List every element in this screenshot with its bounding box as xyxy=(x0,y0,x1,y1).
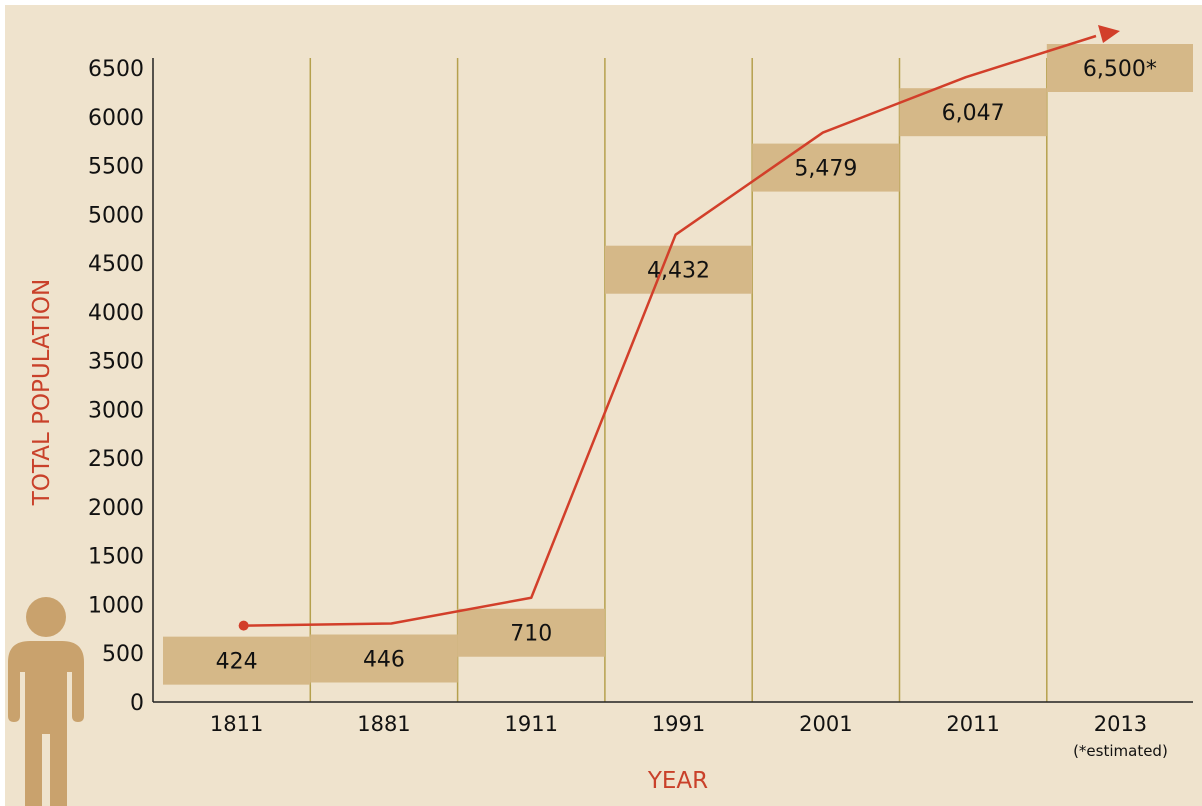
y-tick-label: 5000 xyxy=(88,203,144,228)
x-tick-label: 2001 xyxy=(799,712,852,736)
x-tick-label: 1881 xyxy=(357,712,410,736)
y-tick-label: 2000 xyxy=(88,496,144,521)
y-axis-title: TOTAL POPULATION xyxy=(29,279,55,506)
x-tick-note: (*estimated) xyxy=(1073,742,1168,760)
y-tick-label: 1000 xyxy=(88,593,144,618)
value-label: 6,500* xyxy=(1083,57,1157,82)
value-label: 6,047 xyxy=(942,101,1005,126)
value-label: 4,432 xyxy=(647,259,710,284)
y-tick-label: 0 xyxy=(130,691,144,716)
axes xyxy=(152,58,1193,703)
y-tick-label: 500 xyxy=(102,642,144,667)
x-axis-title: YEAR xyxy=(647,768,708,794)
value-label: 424 xyxy=(216,650,258,675)
y-tick-label: 4500 xyxy=(88,252,144,277)
value-band xyxy=(1046,44,1193,92)
y-tick-label: 4000 xyxy=(88,301,144,326)
x-tick-label: 2011 xyxy=(946,712,999,736)
y-tick-label: 6500 xyxy=(88,57,144,82)
value-band xyxy=(899,88,1047,137)
value-band xyxy=(604,245,753,294)
x-tick-label: 2013 xyxy=(1094,712,1147,736)
series-line-group xyxy=(238,25,1120,631)
x-tick-label: 1991 xyxy=(652,712,705,736)
series-line xyxy=(243,34,1097,627)
value-band xyxy=(163,636,311,685)
y-tick-label: 2500 xyxy=(88,447,144,472)
y-tick-label: 5500 xyxy=(88,155,144,180)
value-band xyxy=(457,608,605,657)
series-arrowhead xyxy=(1098,25,1120,43)
person-icon-head xyxy=(26,597,66,637)
series-start-point xyxy=(238,620,249,631)
y-tick-labels: 0 500 1000 1500 2000 2500 3000 3500 4000 4500 5000… xyxy=(88,57,144,716)
value-bands xyxy=(163,44,1193,685)
x-tick-label: 1911 xyxy=(505,712,558,736)
person-icon xyxy=(8,597,84,806)
y-tick-label: 3500 xyxy=(88,350,144,375)
value-label: 5,479 xyxy=(794,157,857,182)
value-band xyxy=(752,143,900,192)
value-band xyxy=(310,634,458,683)
y-tick-label: 3000 xyxy=(88,398,144,423)
x-tick-labels: 1811 1881 1911 1991 2001 2011 2013 (*estimated) xyxy=(210,712,1168,760)
value-labels: 424 446 710 4,432 5,479 6,047 6,500* xyxy=(216,57,1157,675)
y-tick-label: 1500 xyxy=(88,545,144,570)
person-icon-body xyxy=(8,641,84,806)
y-tick-label: 6000 xyxy=(88,106,144,131)
x-tick-label: 1811 xyxy=(210,712,263,736)
value-label: 446 xyxy=(363,647,405,672)
value-label: 710 xyxy=(510,622,552,647)
